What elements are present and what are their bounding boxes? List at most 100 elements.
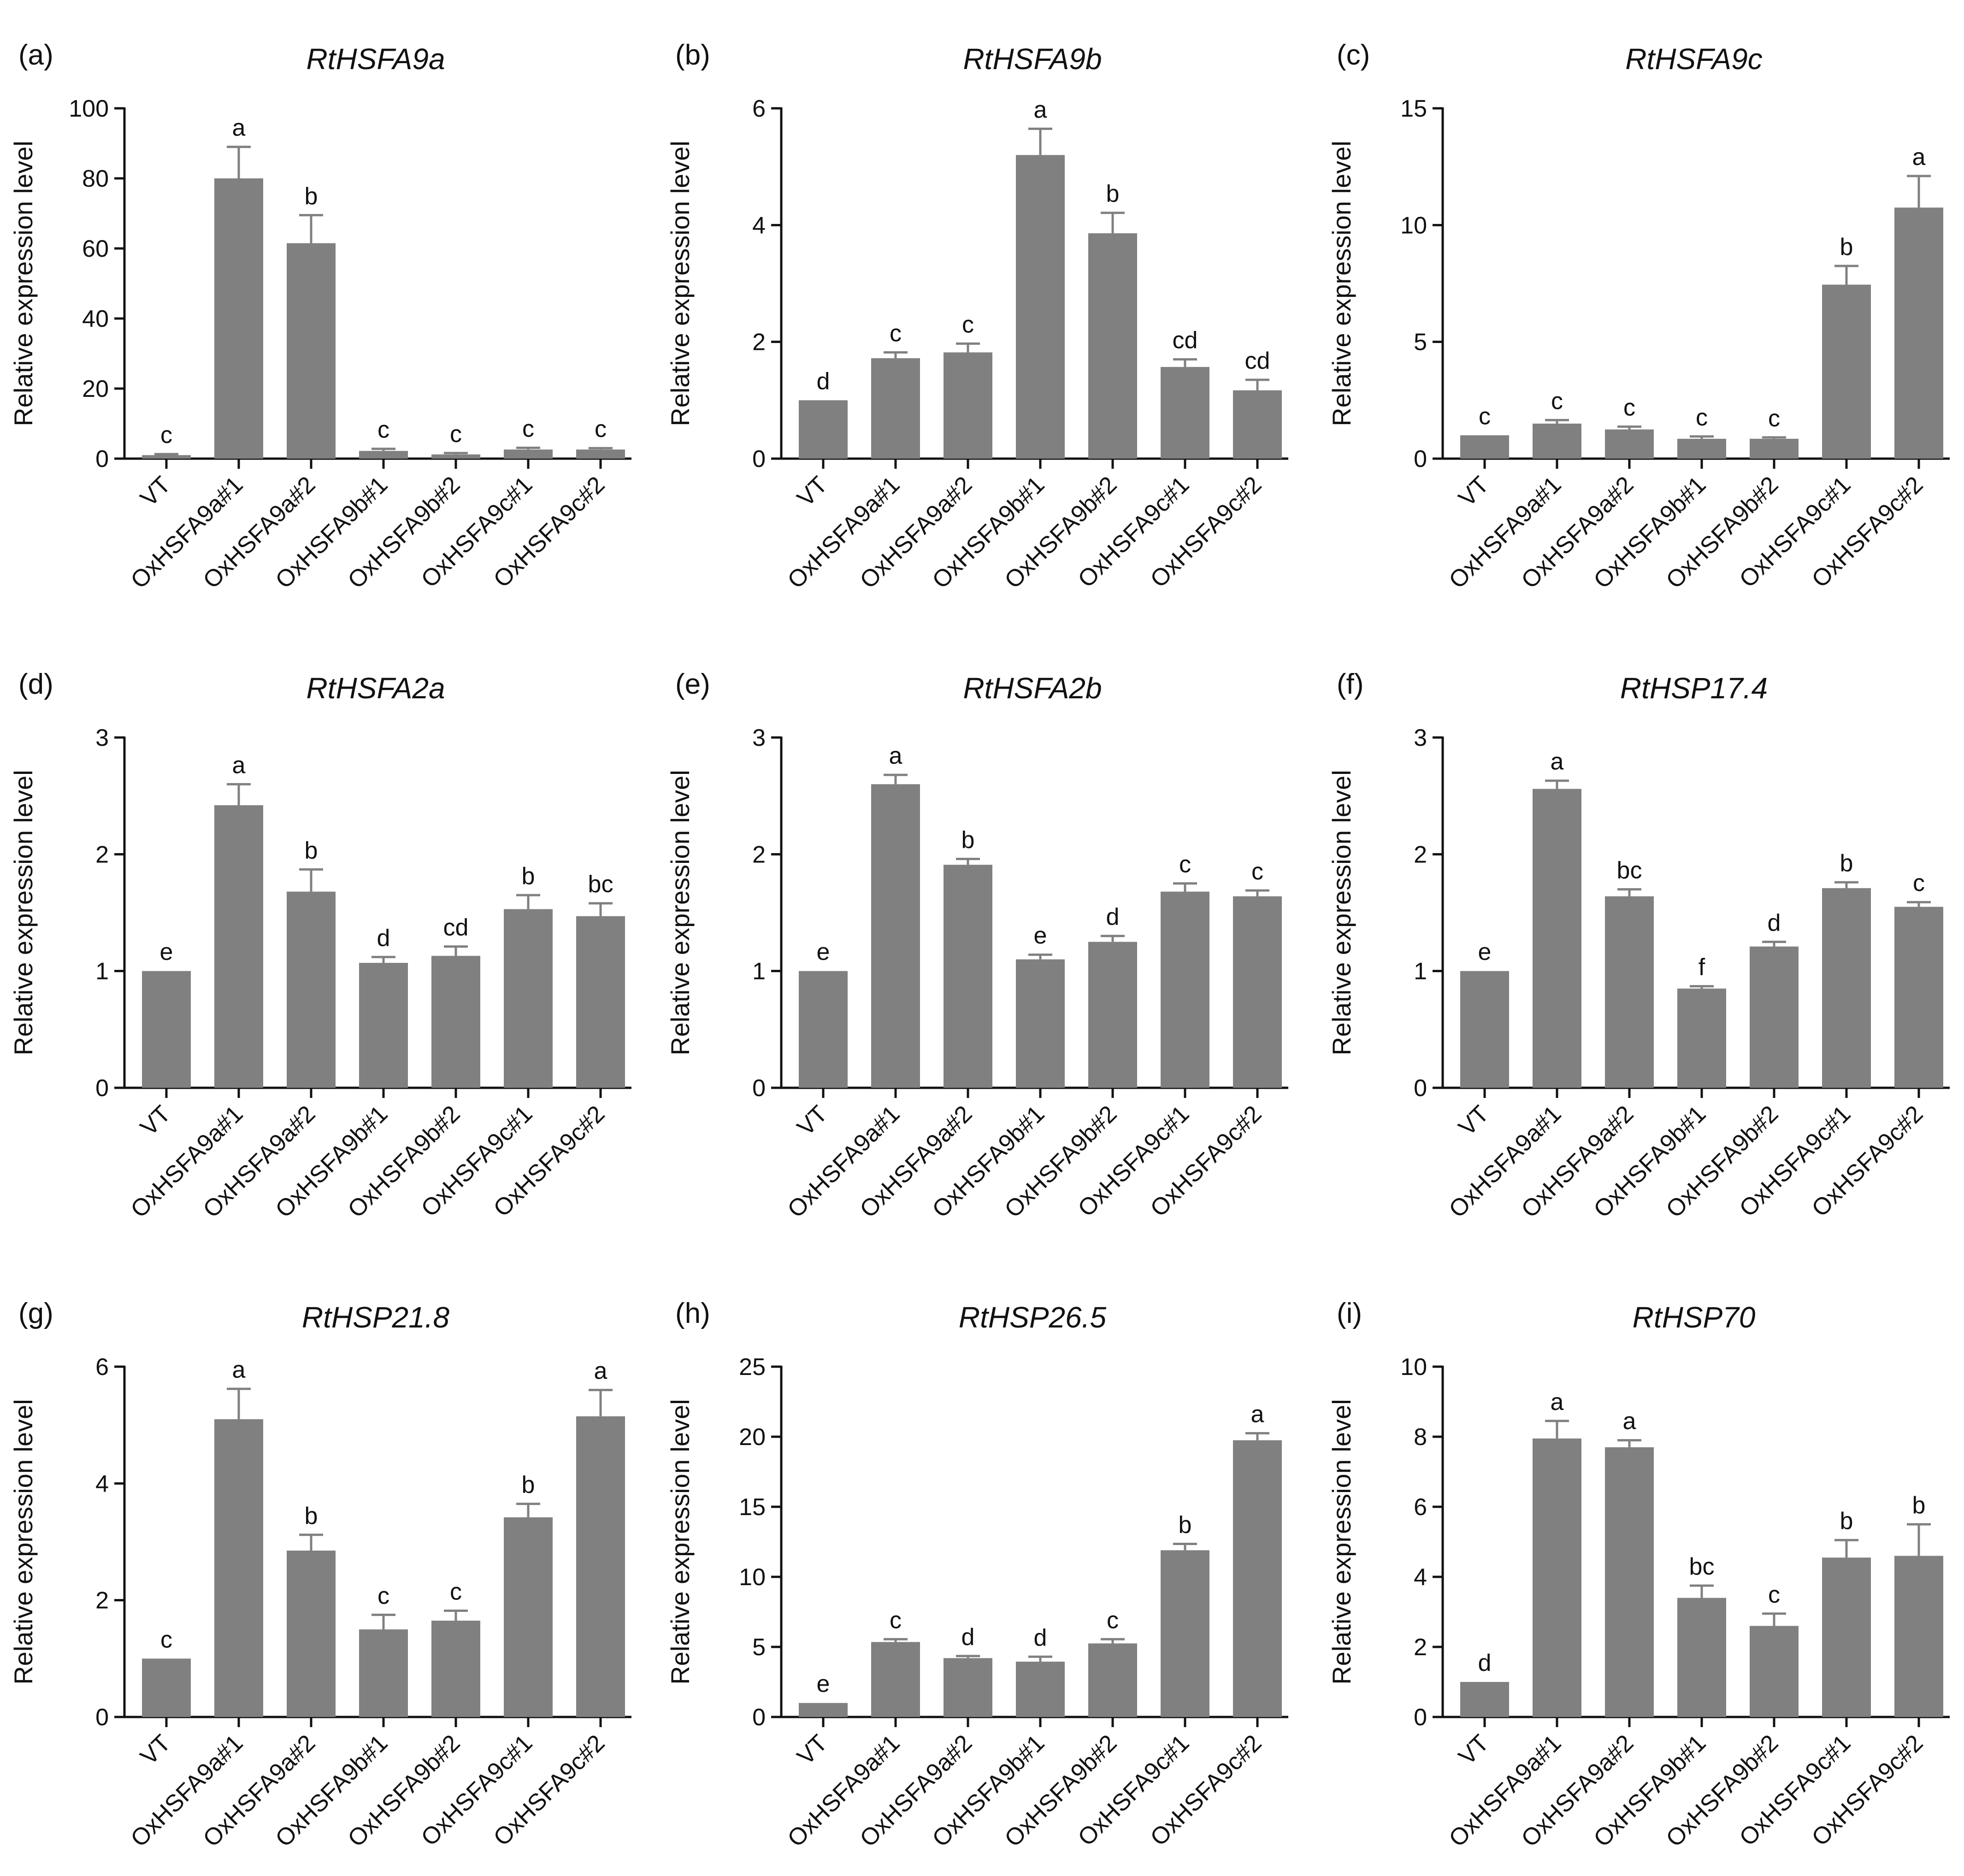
y-axis-label: Relative expression level	[666, 141, 695, 426]
significance-label: b	[305, 837, 318, 864]
significance-label: e	[1478, 939, 1492, 966]
bar-OxHSFA9b#1	[1677, 988, 1726, 1088]
bar-OxHSFA9a#2	[1605, 896, 1654, 1088]
significance-label: b	[1840, 1508, 1853, 1534]
chart-title: RtHSP70	[1633, 1301, 1756, 1334]
significance-label: e	[817, 1671, 830, 1698]
significance-label: c	[522, 415, 534, 442]
y-axis-label: Relative expression level	[9, 770, 38, 1055]
x-tick-label: VT	[135, 471, 176, 512]
significance-label: a	[1912, 144, 1926, 171]
bar-OxHSFA9a#2	[944, 1658, 992, 1717]
bar-OxHSFA9a#2	[287, 243, 336, 459]
significance-label: cd	[443, 914, 469, 941]
significance-label: b	[522, 1472, 535, 1498]
significance-label: b	[305, 1503, 318, 1529]
bar-OxHSFA9c#2	[1894, 907, 1943, 1088]
y-tick-label: 0	[752, 1075, 766, 1102]
chart-title: RtHSFA9a	[306, 42, 445, 76]
chart-title: RtHSP17.4	[1620, 672, 1768, 705]
bar-OxHSFA9b#1	[1016, 1661, 1065, 1717]
bar-OxHSFA9b#1	[359, 451, 408, 459]
y-tick-label: 80	[82, 165, 109, 192]
bar-OxHSFA9c#2	[576, 449, 625, 459]
bar-OxHSFA9c#1	[504, 909, 553, 1088]
bar-OxHSFA9c#1	[504, 1517, 553, 1717]
bar-VT	[799, 1703, 848, 1717]
significance-label: a	[889, 743, 902, 769]
significance-label: c	[1107, 1607, 1119, 1634]
y-tick-label: 0	[95, 1075, 109, 1102]
x-tick-label: VT	[1453, 471, 1494, 512]
y-tick-label: 2	[95, 841, 109, 868]
y-tick-label: 2	[752, 329, 766, 356]
bar-VT	[1460, 1682, 1509, 1717]
bar-OxHSFA9b#2	[431, 454, 480, 459]
bar-OxHSFA9b#1	[1016, 959, 1065, 1088]
significance-label: c	[1623, 395, 1635, 421]
bar-OxHSFA9a#1	[214, 178, 263, 459]
y-tick-label: 0	[1414, 1075, 1427, 1102]
significance-label: a	[1623, 1408, 1636, 1435]
y-tick-label: 15	[739, 1494, 766, 1521]
bar-OxHSFA9a#1	[1533, 1438, 1581, 1717]
significance-label: b	[1106, 181, 1120, 207]
y-tick-label: 6	[1414, 1494, 1427, 1521]
bar-VT	[799, 400, 848, 459]
bar-VT	[1460, 435, 1509, 459]
panel-i: (i) RtHSP70 Relative expression level 0 2 4 6 8…	[1327, 1298, 1950, 1852]
y-tick-label: 4	[95, 1470, 109, 1497]
bar-OxHSFA9a#1	[214, 1419, 263, 1717]
bar-OxHSFA9b#2	[1750, 1626, 1799, 1717]
significance-label: a	[232, 115, 246, 142]
x-tick-label: VT	[1453, 1100, 1494, 1141]
y-tick-label: 4	[1414, 1564, 1427, 1591]
panel-g: (g) RtHSP21.8 Relative expression level 0 2 4…	[9, 1298, 631, 1852]
bar-OxHSFA9b#2	[431, 956, 480, 1088]
panel-label: (d)	[18, 668, 53, 700]
significance-label: bc	[1689, 1553, 1715, 1580]
significance-label: cd	[1173, 327, 1198, 354]
bar-OxHSFA9c#1	[1822, 888, 1871, 1088]
bar-OxHSFA9b#1	[1677, 438, 1726, 459]
x-tick-label: VT	[792, 471, 832, 512]
bar-OxHSFA9b#1	[1677, 1598, 1726, 1717]
panel-label: (h)	[675, 1298, 710, 1329]
y-tick-label: 5	[752, 1634, 766, 1661]
significance-label: c	[450, 421, 462, 448]
y-tick-label: 3	[1414, 725, 1427, 751]
bar-OxHSFA9c#1	[1161, 1550, 1209, 1717]
bar-OxHSFA9b#2	[1088, 233, 1137, 459]
panel-label: (a)	[18, 39, 53, 71]
y-tick-label: 10	[739, 1564, 766, 1591]
panel-a: (a) RtHSFA9a Relative expression level 0 20 4…	[9, 39, 631, 594]
y-tick-label: 25	[739, 1354, 766, 1380]
significance-label: c	[1768, 405, 1780, 432]
y-tick-label: 1	[1414, 958, 1427, 985]
bar-OxHSFA9a#2	[944, 865, 992, 1088]
y-tick-label: 8	[1414, 1424, 1427, 1451]
chart-title: RtHSFA9b	[963, 42, 1102, 76]
significance-label: c	[890, 320, 902, 347]
significance-label: a	[232, 752, 246, 779]
y-tick-label: 0	[752, 446, 766, 472]
chart-title: RtHSFA2b	[963, 672, 1102, 705]
bar-OxHSFA9a#1	[1533, 789, 1581, 1088]
significance-label: f	[1699, 954, 1705, 981]
y-tick-label: 20	[739, 1424, 766, 1451]
significance-label: bc	[588, 871, 613, 898]
chart-title: RtHSFA9c	[1625, 42, 1763, 76]
bar-OxHSFA9a#1	[871, 1642, 920, 1717]
significance-label: b	[961, 826, 975, 853]
significance-label: a	[594, 1358, 607, 1385]
x-tick-label: VT	[1453, 1729, 1494, 1770]
significance-label: c	[377, 417, 389, 443]
y-tick-label: 2	[1414, 841, 1427, 868]
significance-label: c	[450, 1578, 462, 1605]
y-tick-label: 20	[82, 376, 109, 402]
panel-c: (c) RtHSFA9c Relative expression level 0 5 10…	[1327, 39, 1950, 594]
y-tick-label: 0	[1414, 1704, 1427, 1731]
bar-OxHSFA9b#2	[431, 1621, 480, 1717]
significance-label: c	[890, 1607, 902, 1634]
